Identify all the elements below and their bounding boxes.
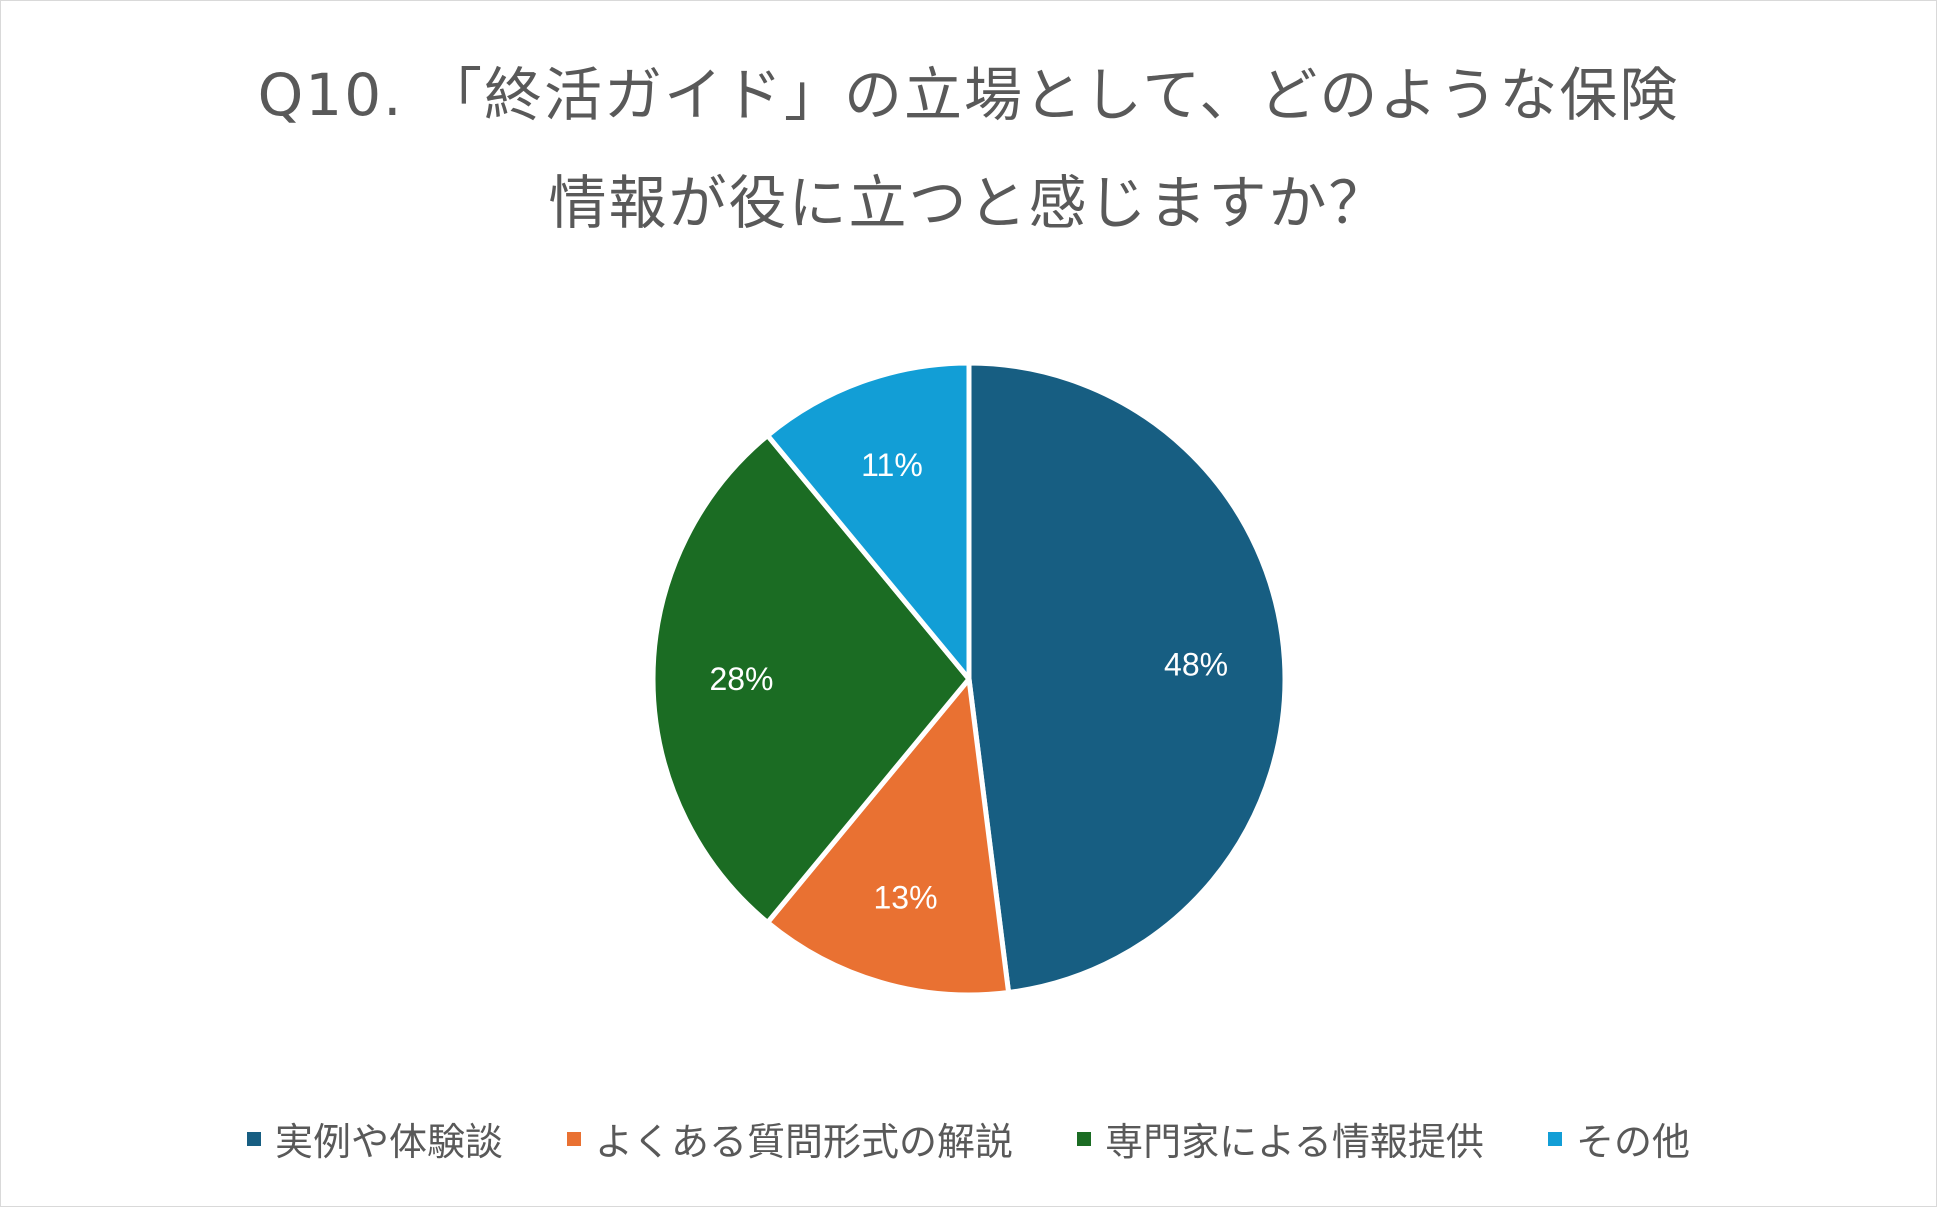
legend-label-2: よくある質問形式の解説: [595, 1120, 1014, 1164]
legend-swatch-2: [567, 1131, 582, 1146]
pie-slice-2: [765, 676, 1012, 998]
chart-title-line-1: Q10. 「終活ガイド」の立場として、どのような保険: [257, 61, 1680, 129]
data-label-4: 11%: [861, 447, 923, 483]
data-label-1: 48%: [1164, 647, 1228, 683]
legend-item-1: 実例や体験談: [247, 1111, 503, 1166]
legend-item-2: よくある質問形式の解説: [567, 1111, 1013, 1166]
pie-slice-4: [765, 360, 972, 682]
legend-swatch-3: [1077, 1131, 1092, 1146]
pie-data-labels: 48% 13% 28% 11%: [709, 447, 1228, 916]
legend-item-3: 専門家による情報提供: [1077, 1111, 1484, 1166]
legend-swatch-1: [247, 1131, 262, 1146]
legend-swatch-4: [1547, 1131, 1562, 1146]
chart-legend: 実例や体験談 よくある質問形式の解説 専門家による情報提供 その他: [1, 1111, 1936, 1166]
chart-title-line-2: 情報が役に立つと感じますか？: [548, 169, 1389, 237]
pie-slice-3: [650, 433, 972, 925]
data-label-3: 28%: [709, 661, 773, 697]
pie-slices: [650, 360, 1288, 998]
legend-label-3: 専門家による情報提供: [1105, 1120, 1484, 1164]
pie-slice-1: [966, 360, 1288, 996]
legend-label-4: その他: [1575, 1120, 1690, 1164]
data-label-2: 13%: [874, 879, 938, 915]
legend-item-4: その他: [1547, 1111, 1690, 1166]
legend-label-1: 実例や体験談: [275, 1120, 504, 1164]
chart-title: Q10. 「終活ガイド」の立場として、どのような保険 情報が役に立つと感じますか…: [1, 41, 1936, 257]
